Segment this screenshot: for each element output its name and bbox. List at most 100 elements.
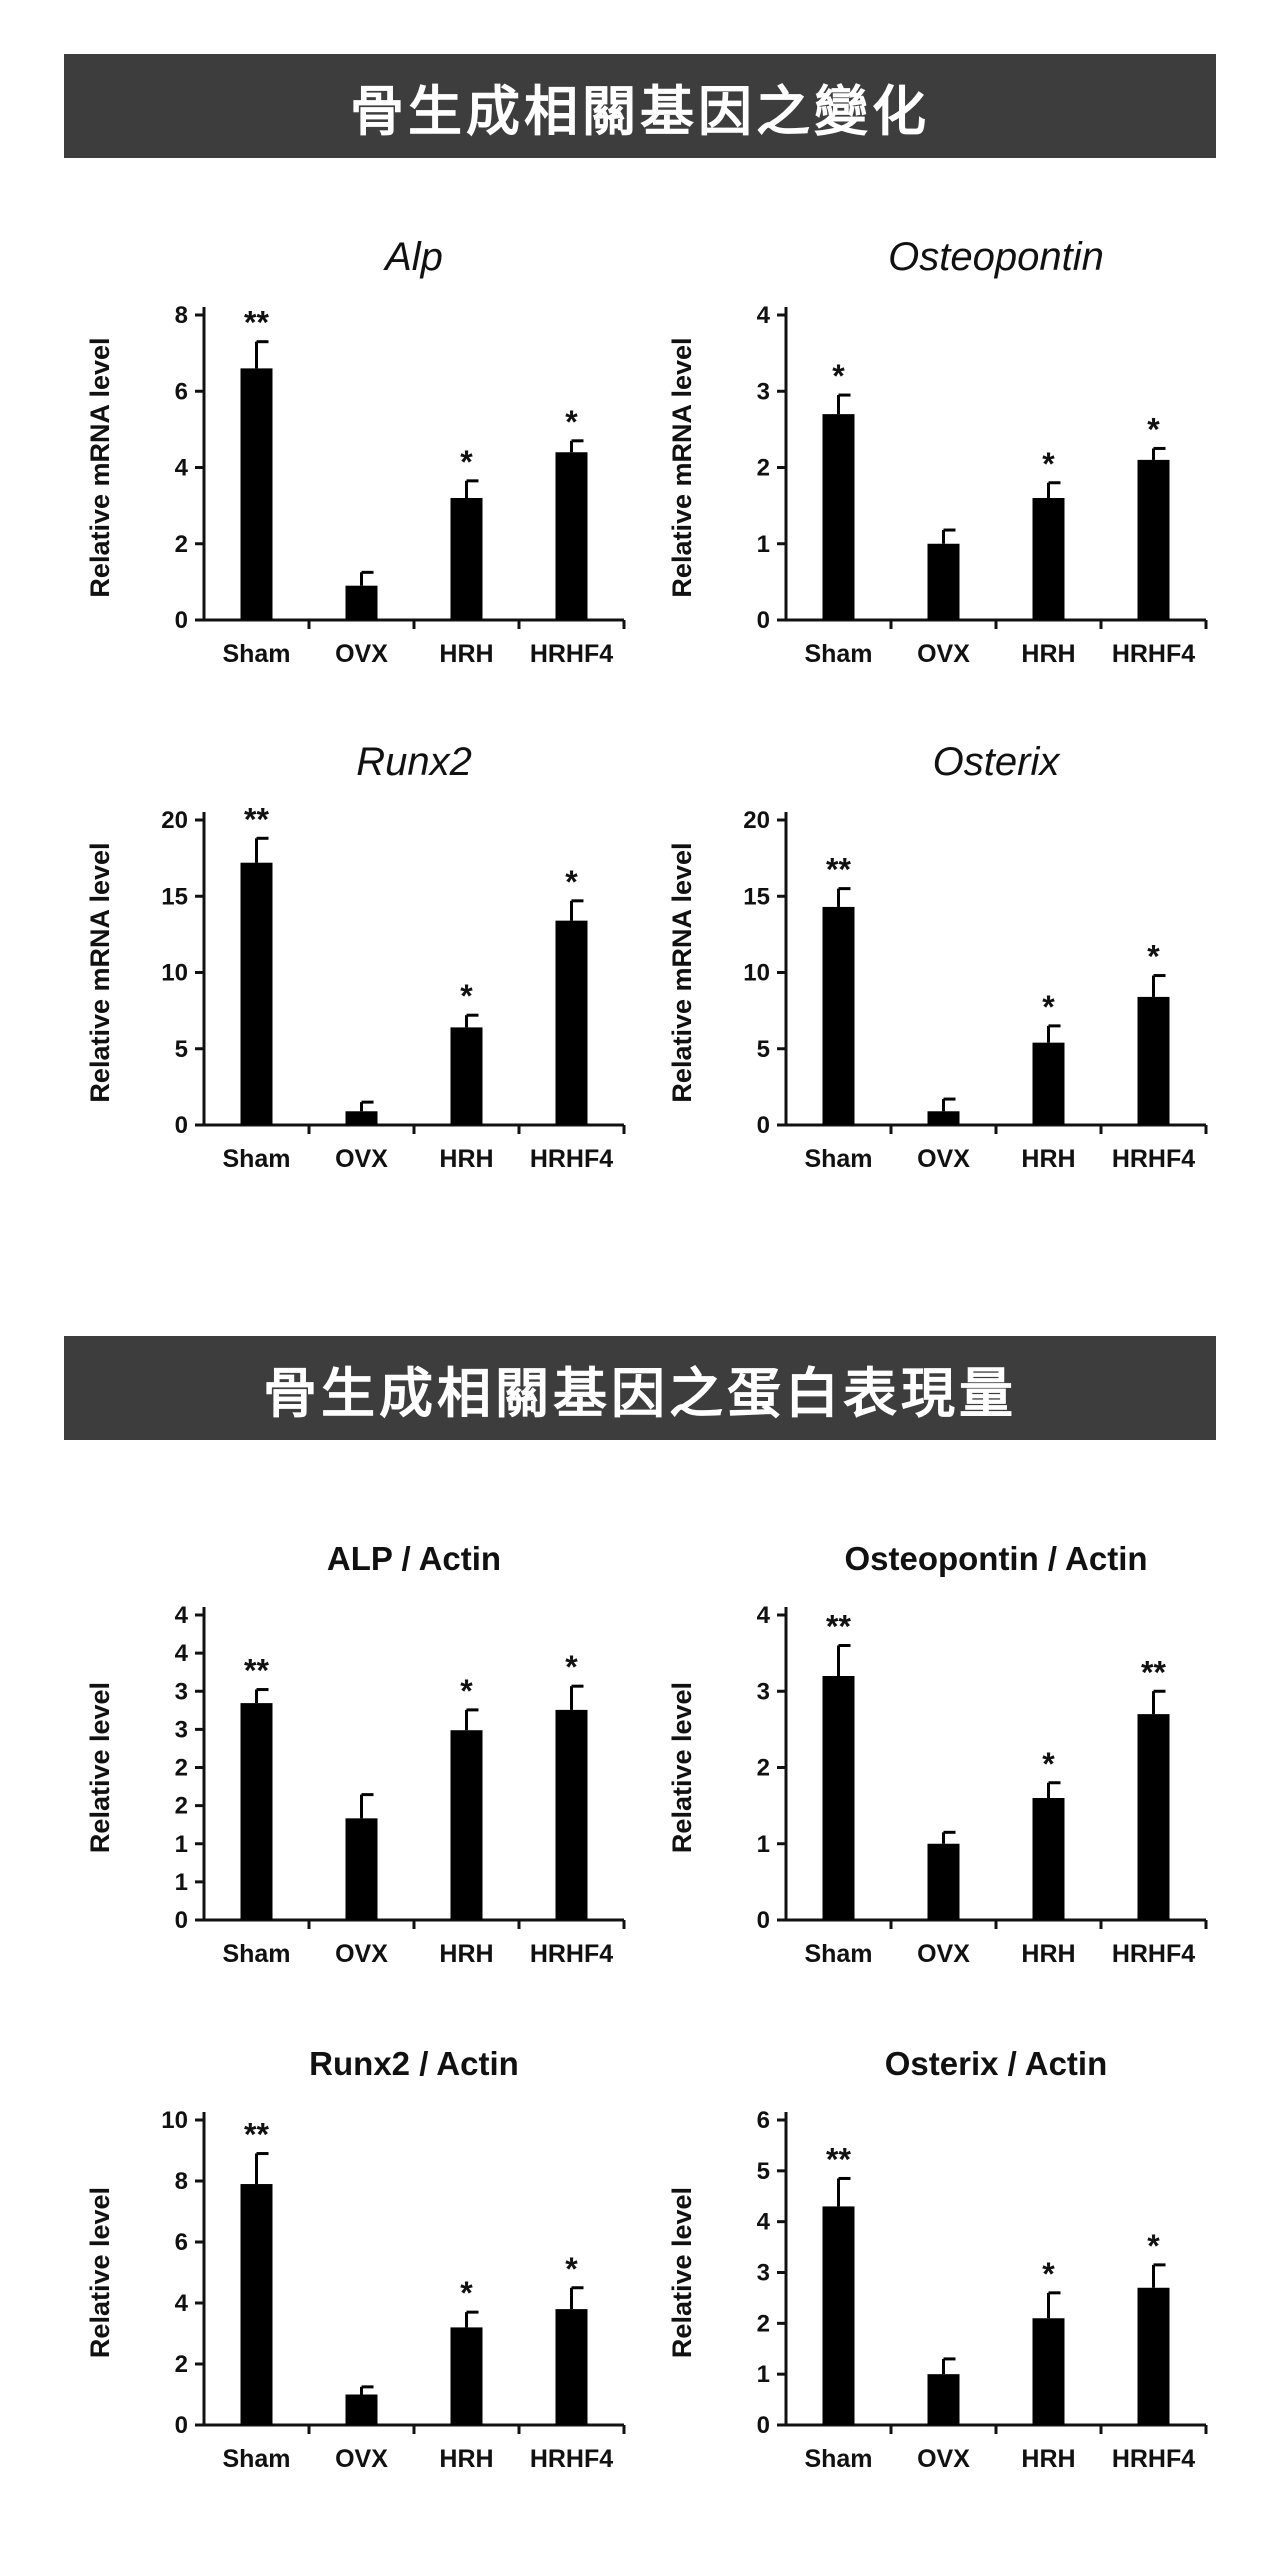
x-tick-label: Sham — [804, 640, 872, 668]
significance-marker: * — [1042, 989, 1055, 1025]
y-tick-label: 0 — [757, 1907, 770, 1934]
x-tick-label: HRH — [439, 640, 493, 668]
significance-marker: * — [565, 864, 578, 900]
bar-hrhf4 — [1137, 1714, 1170, 1920]
x-tick-label: HRHF4 — [1112, 1145, 1195, 1173]
bar-ovx — [927, 2374, 960, 2425]
section-banner-protein-expression: 骨生成相關基因之蛋白表現量 — [64, 1336, 1216, 1440]
x-tick-label: HRH — [1021, 1145, 1075, 1173]
y-axis-label: Relative mRNA level — [667, 337, 697, 597]
significance-marker: ** — [826, 852, 851, 888]
significance-marker: ** — [244, 305, 269, 341]
x-tick-label: Sham — [804, 2445, 872, 2473]
bar-hrhf4 — [555, 920, 588, 1125]
significance-marker: * — [565, 404, 578, 440]
significance-marker: * — [565, 2251, 578, 2287]
y-tick-label: 15 — [161, 883, 188, 910]
y-tick-label: 6 — [757, 2107, 770, 2134]
y-tick-label: 10 — [161, 2107, 188, 2134]
y-axis-label: Relative mRNA level — [85, 842, 115, 1102]
x-tick-label: OVX — [917, 2445, 970, 2473]
y-tick-label: 8 — [175, 2168, 188, 2195]
chart-title: Runx2 — [356, 740, 472, 784]
bar-sham — [822, 906, 855, 1125]
y-tick-label: 2 — [757, 2310, 770, 2337]
y-tick-label: 4 — [175, 1602, 189, 1629]
significance-marker: ** — [826, 2141, 851, 2177]
chart-title: Alp — [383, 235, 443, 279]
y-tick-label: 2 — [175, 1793, 188, 1820]
significance-marker: ** — [244, 2117, 269, 2153]
x-tick-label: HRHF4 — [1112, 2445, 1195, 2473]
bar-hrhf4 — [555, 452, 588, 620]
significance-marker: * — [1042, 446, 1055, 482]
significance-marker: * — [1147, 2228, 1160, 2264]
y-tick-label: 0 — [175, 2412, 188, 2439]
y-tick-label: 3 — [175, 1678, 188, 1705]
chart-title: Osterix — [933, 740, 1062, 784]
x-tick-label: HRHF4 — [530, 2445, 613, 2473]
y-tick-label: 0 — [757, 1112, 770, 1139]
bar-hrh — [450, 498, 483, 620]
y-tick-label: 6 — [175, 378, 188, 405]
x-tick-label: HRHF4 — [530, 1145, 613, 1173]
x-tick-label: OVX — [917, 640, 970, 668]
significance-marker: * — [565, 1649, 578, 1685]
y-tick-label: 1 — [757, 531, 770, 558]
significance-marker: * — [832, 358, 845, 394]
x-tick-label: Sham — [222, 2445, 290, 2473]
x-tick-label: HRH — [1021, 1940, 1075, 1968]
x-tick-label: HRH — [1021, 2445, 1075, 2473]
x-tick-label: HRHF4 — [530, 1940, 613, 1968]
y-tick-label: 10 — [161, 960, 188, 987]
bar-sham — [240, 862, 273, 1125]
x-tick-label: HRH — [439, 1940, 493, 1968]
banner-title: 骨生成相關基因之變化 — [350, 79, 930, 143]
x-tick-label: HRHF4 — [1112, 640, 1195, 668]
bar-hrhf4 — [1137, 459, 1170, 620]
chart-osterix-actin: Osterix / Actin Relative level 0 1 2 3 4 5 6 Sham… — [667, 2045, 1208, 2473]
x-tick-label: Sham — [222, 640, 290, 668]
significance-marker: ** — [244, 1653, 269, 1689]
x-tick-label: HRH — [439, 2445, 493, 2473]
y-tick-label: 8 — [175, 302, 188, 329]
bar-hrh — [1032, 1798, 1065, 1920]
chart-title: Osteopontin — [888, 235, 1104, 279]
x-tick-label: HRHF4 — [1112, 1940, 1195, 1968]
y-axis-label: Relative mRNA level — [667, 842, 697, 1102]
x-tick-label: Sham — [222, 1940, 290, 1968]
bar-sham — [240, 368, 273, 620]
y-tick-label: 0 — [757, 607, 770, 634]
y-tick-label: 4 — [757, 1602, 771, 1629]
chart-title: ALP / Actin — [327, 1540, 501, 1577]
bar-sham — [240, 1703, 273, 1920]
y-tick-label: 3 — [757, 1678, 770, 1705]
y-tick-label: 1 — [175, 1831, 188, 1858]
y-axis-label: Relative level — [667, 2187, 697, 2358]
y-tick-label: 0 — [175, 1907, 188, 1934]
bar-sham — [240, 2184, 273, 2425]
bar-hrh — [1032, 2318, 1065, 2425]
y-tick-label: 20 — [161, 807, 188, 834]
bar-hrhf4 — [555, 2309, 588, 2425]
y-axis-label: Relative mRNA level — [85, 337, 115, 597]
y-tick-label: 0 — [175, 1112, 188, 1139]
y-tick-label: 2 — [757, 1755, 770, 1782]
significance-marker: * — [460, 978, 473, 1014]
y-tick-label: 3 — [757, 378, 770, 405]
y-tick-label: 5 — [757, 2158, 770, 2185]
bar-hrh — [1032, 498, 1065, 620]
x-tick-label: OVX — [335, 640, 388, 668]
y-axis-label: Relative level — [85, 1682, 115, 1853]
y-tick-label: 5 — [757, 1036, 770, 1063]
x-tick-label: OVX — [917, 1940, 970, 1968]
y-tick-label: 2 — [175, 2351, 188, 2378]
bar-ovx — [345, 2394, 378, 2425]
significance-marker: ** — [826, 1609, 851, 1645]
y-tick-label: 3 — [175, 1716, 188, 1743]
x-tick-label: OVX — [917, 1145, 970, 1173]
significance-marker: * — [1147, 411, 1160, 447]
significance-marker: * — [460, 1673, 473, 1709]
